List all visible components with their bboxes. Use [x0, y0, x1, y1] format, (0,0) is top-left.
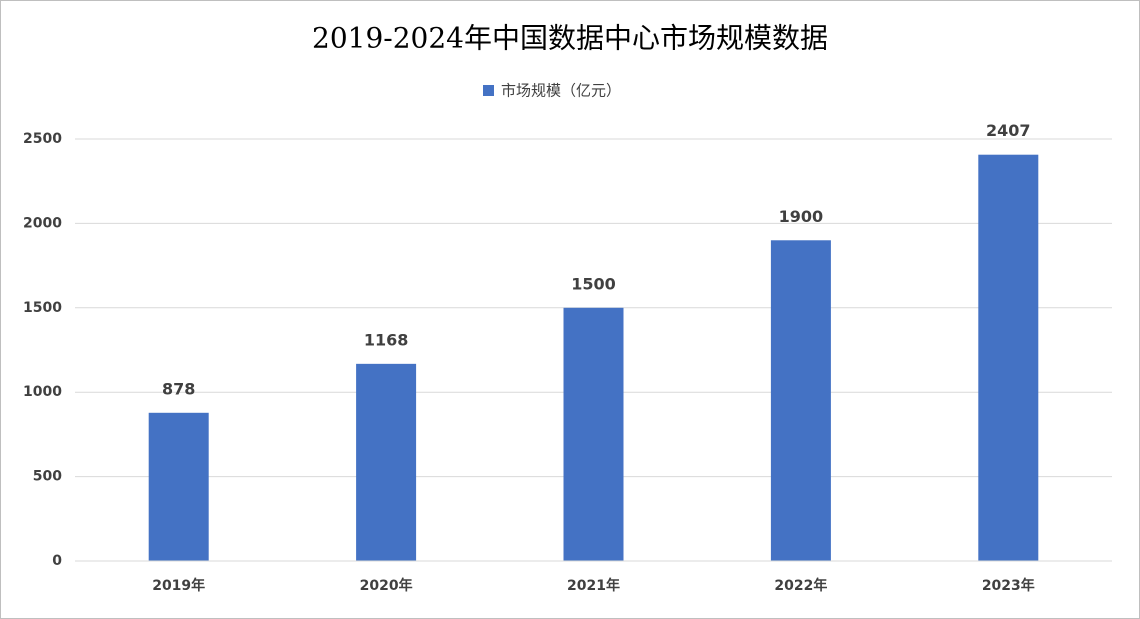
y-tick-label: 1000 — [23, 384, 62, 400]
y-tick-label: 0 — [52, 553, 62, 569]
legend-label: 市场规模（亿元） — [501, 82, 621, 100]
x-tick-label: 2022年 — [774, 577, 827, 594]
x-tick-label: 2021年 — [567, 577, 620, 594]
chart-title: 2019-2024年中国数据中心市场规模数据 — [312, 22, 828, 55]
value-label: 2407 — [986, 121, 1031, 140]
x-tick-label: 2020年 — [360, 577, 413, 594]
x-tick-label: 2019年 — [152, 577, 205, 594]
y-tick-label: 2500 — [23, 131, 62, 147]
value-label: 1168 — [364, 330, 409, 349]
value-label: 1500 — [571, 274, 616, 293]
bar — [356, 363, 417, 561]
x-tick-label: 2023年 — [982, 577, 1035, 594]
value-label: 1900 — [779, 207, 824, 226]
bar — [563, 307, 624, 561]
y-tick-label: 2000 — [23, 215, 62, 231]
bar — [978, 154, 1039, 561]
bar — [770, 240, 831, 561]
bar — [148, 412, 209, 561]
legend-swatch — [483, 85, 494, 96]
value-label: 878 — [162, 379, 195, 398]
y-tick-label: 1500 — [23, 300, 62, 316]
y-tick-label: 500 — [33, 469, 62, 485]
